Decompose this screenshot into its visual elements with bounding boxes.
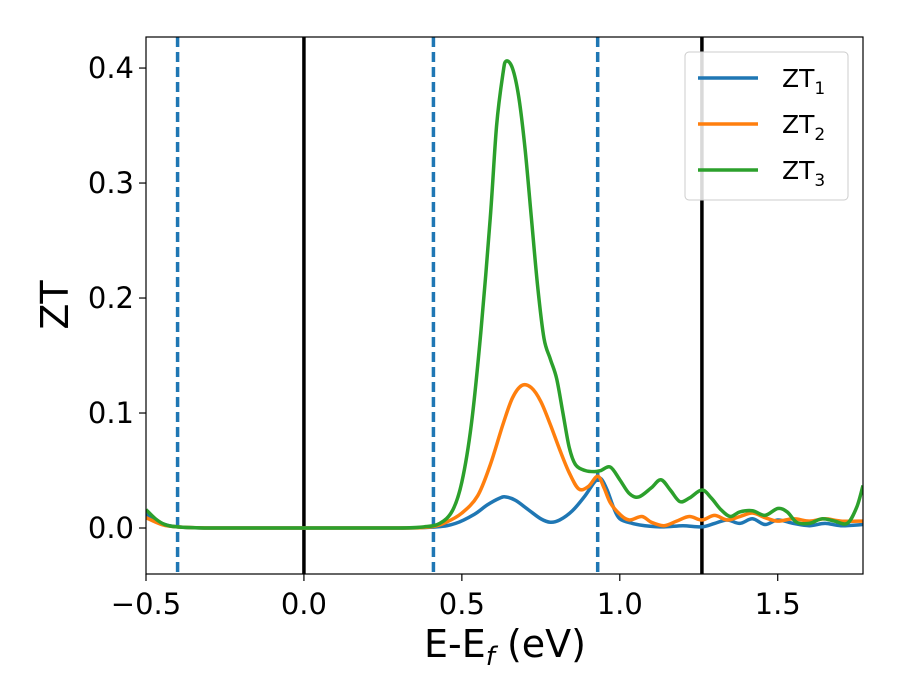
- x-axis: −0.5 0.0 0.5 1.0 1.5: [111, 574, 801, 621]
- reference-lines: [175, 37, 704, 574]
- x-tick-label: 0.0: [281, 587, 327, 621]
- y-tick-label: 0.1: [88, 396, 134, 430]
- y-tick-label: 0.2: [88, 281, 134, 315]
- x-axis-label: E-Ef (eV): [424, 622, 586, 672]
- series-group: [146, 59, 863, 530]
- series-line: [146, 59, 863, 530]
- y-axis: 0.0 0.1 0.2 0.3 0.4: [88, 51, 146, 545]
- y-tick-label: 0.0: [88, 511, 134, 545]
- plot-frame: [145, 36, 864, 575]
- x-tick-label: 1.0: [597, 587, 643, 621]
- legend-label: ZT3: [782, 156, 825, 191]
- legend-box: [684, 51, 849, 201]
- x-tick-label: 1.5: [755, 587, 801, 621]
- y-tick-label: 0.4: [88, 51, 134, 85]
- series-line: [146, 476, 863, 530]
- legend: ZT1 ZT2 ZT3: [684, 51, 849, 201]
- x-tick-label: −0.5: [111, 587, 181, 621]
- y-tick-label: 0.3: [88, 166, 134, 200]
- series-line: [146, 382, 863, 530]
- legend-label: ZT1: [782, 64, 825, 99]
- legend-label: ZT2: [782, 110, 825, 145]
- y-axis-label: ZT: [33, 280, 77, 330]
- x-tick-label: 0.5: [439, 587, 485, 621]
